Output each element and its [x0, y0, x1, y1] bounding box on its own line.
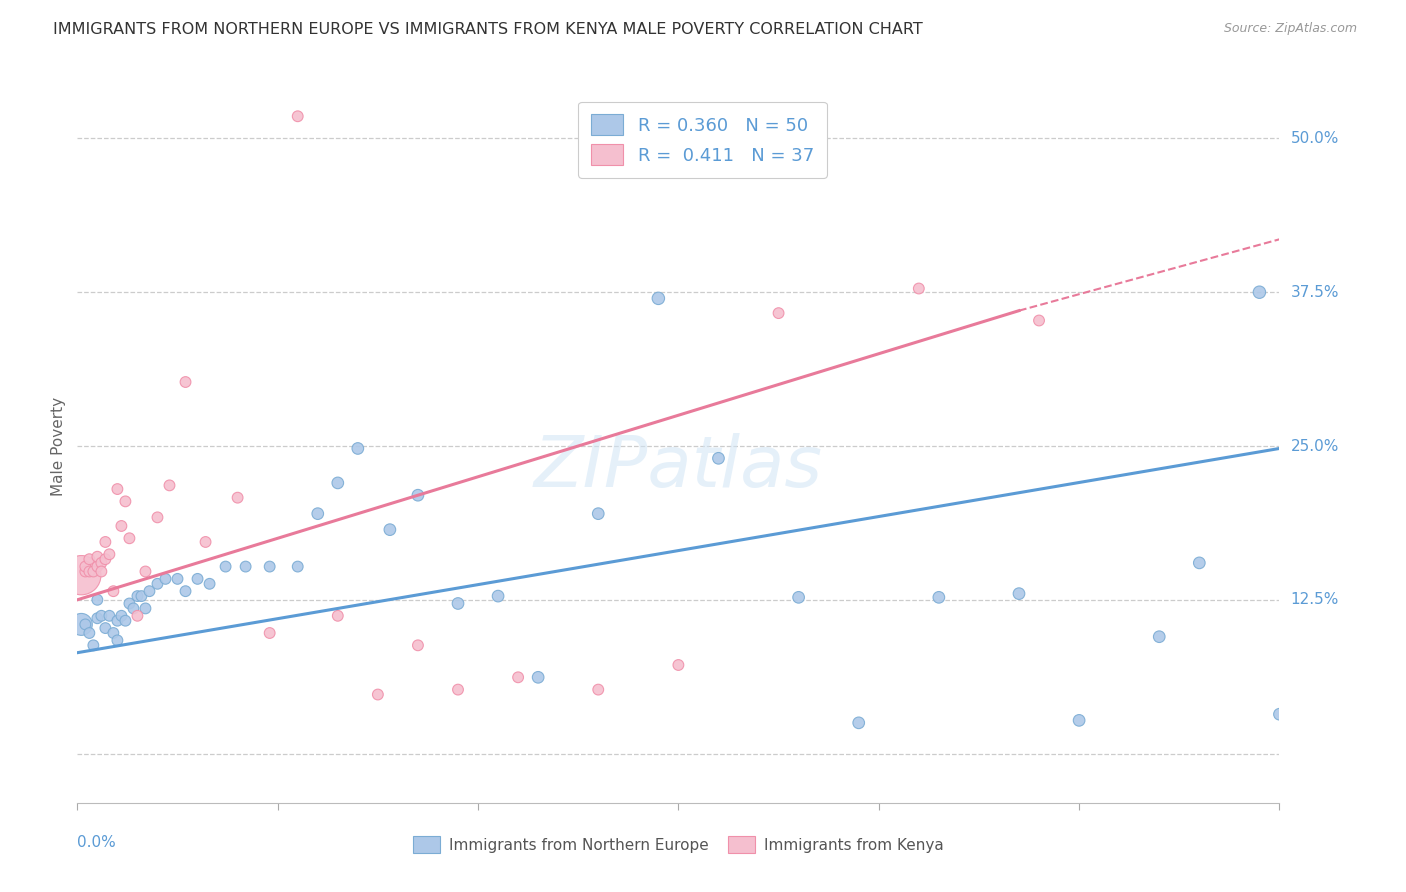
- Point: [118, 531, 141, 545]
- Point: [259, 559, 281, 574]
- Point: [90, 608, 112, 623]
- Point: [146, 510, 169, 524]
- Point: [848, 715, 870, 730]
- Point: [114, 614, 136, 628]
- Text: 12.5%: 12.5%: [1291, 592, 1339, 607]
- Y-axis label: Male Poverty: Male Poverty: [51, 396, 66, 496]
- Point: [486, 589, 509, 603]
- Point: [70, 617, 93, 632]
- Point: [406, 488, 429, 502]
- Point: [103, 584, 125, 599]
- Point: [787, 591, 810, 605]
- Point: [527, 670, 550, 684]
- Text: 0.0%: 0.0%: [77, 835, 117, 850]
- Point: [127, 608, 149, 623]
- Point: [90, 565, 112, 579]
- Point: [647, 291, 669, 305]
- Point: [447, 597, 470, 611]
- Point: [326, 475, 349, 490]
- Text: 25.0%: 25.0%: [1291, 439, 1339, 453]
- Point: [79, 565, 101, 579]
- Point: [94, 621, 117, 635]
- Point: [103, 626, 125, 640]
- Point: [174, 584, 197, 599]
- Point: [1268, 707, 1291, 722]
- Point: [155, 572, 177, 586]
- Point: [82, 638, 104, 652]
- Point: [159, 478, 181, 492]
- Point: [138, 584, 160, 599]
- Point: [79, 552, 101, 566]
- Point: [146, 576, 169, 591]
- Text: ZIPatlas: ZIPatlas: [534, 433, 823, 502]
- Point: [118, 597, 141, 611]
- Point: [110, 519, 132, 533]
- Point: [307, 507, 329, 521]
- Point: [347, 442, 370, 456]
- Point: [110, 608, 132, 623]
- Point: [134, 601, 156, 615]
- Point: [94, 535, 117, 549]
- Point: [259, 626, 281, 640]
- Point: [70, 568, 93, 582]
- Point: [214, 559, 236, 574]
- Point: [86, 549, 108, 564]
- Point: [186, 572, 209, 586]
- Point: [668, 658, 690, 673]
- Point: [1008, 587, 1031, 601]
- Point: [928, 591, 950, 605]
- Point: [98, 547, 121, 561]
- Text: IMMIGRANTS FROM NORTHERN EUROPE VS IMMIGRANTS FROM KENYA MALE POVERTY CORRELATIO: IMMIGRANTS FROM NORTHERN EUROPE VS IMMIG…: [53, 22, 924, 37]
- Point: [447, 682, 470, 697]
- Point: [588, 682, 610, 697]
- Point: [134, 565, 156, 579]
- Point: [1069, 714, 1091, 728]
- Point: [107, 614, 129, 628]
- Point: [82, 565, 104, 579]
- Point: [908, 281, 931, 295]
- Point: [166, 572, 188, 586]
- Point: [94, 552, 117, 566]
- Point: [122, 601, 145, 615]
- Point: [588, 507, 610, 521]
- Point: [86, 559, 108, 574]
- Point: [198, 576, 221, 591]
- Point: [367, 688, 389, 702]
- Point: [378, 523, 401, 537]
- Point: [1188, 556, 1211, 570]
- Point: [75, 565, 97, 579]
- Point: [86, 611, 108, 625]
- Point: [287, 109, 309, 123]
- Point: [1249, 285, 1271, 300]
- Point: [131, 589, 153, 603]
- Point: [508, 670, 530, 684]
- Point: [107, 633, 129, 648]
- Point: [127, 589, 149, 603]
- Legend: Immigrants from Northern Europe, Immigrants from Kenya: Immigrants from Northern Europe, Immigra…: [406, 830, 950, 859]
- Point: [75, 617, 97, 632]
- Text: 50.0%: 50.0%: [1291, 131, 1339, 146]
- Point: [194, 535, 217, 549]
- Point: [79, 626, 101, 640]
- Point: [98, 608, 121, 623]
- Point: [107, 482, 129, 496]
- Point: [768, 306, 790, 320]
- Point: [226, 491, 249, 505]
- Point: [326, 608, 349, 623]
- Point: [287, 559, 309, 574]
- Point: [114, 494, 136, 508]
- Point: [406, 638, 429, 652]
- Text: Source: ZipAtlas.com: Source: ZipAtlas.com: [1223, 22, 1357, 36]
- Point: [75, 559, 97, 574]
- Point: [1149, 630, 1171, 644]
- Point: [90, 556, 112, 570]
- Point: [235, 559, 257, 574]
- Point: [86, 592, 108, 607]
- Point: [174, 375, 197, 389]
- Text: 37.5%: 37.5%: [1291, 285, 1339, 300]
- Point: [707, 451, 730, 466]
- Point: [1028, 313, 1050, 327]
